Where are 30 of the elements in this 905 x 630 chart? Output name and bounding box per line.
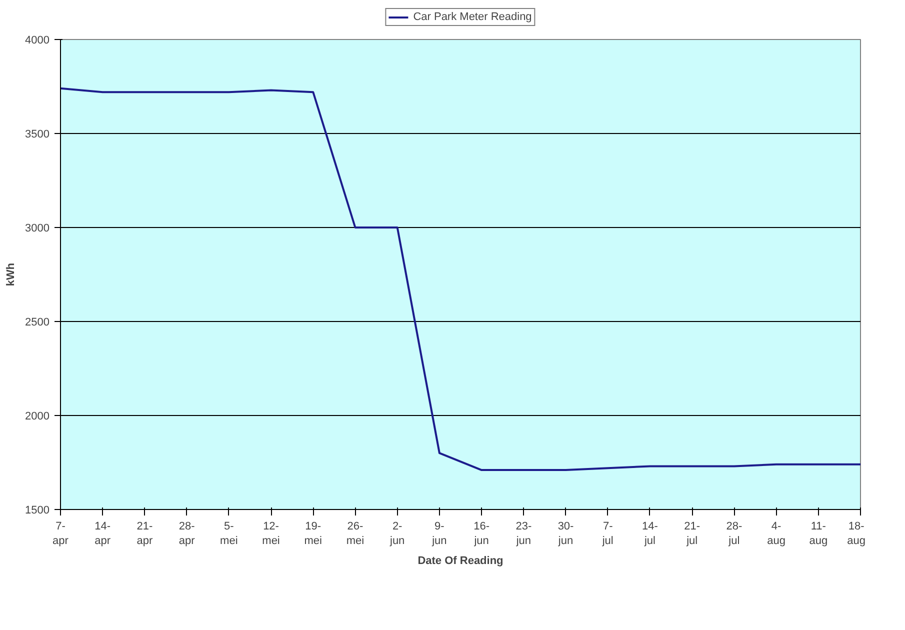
y-tick-label: 3000: [25, 222, 50, 234]
y-tick-label: 2000: [25, 410, 50, 422]
x-tick-label: 30- jun: [557, 520, 574, 547]
x-tick-label: 14- apr: [94, 520, 111, 547]
legend-label: Car Park Meter Reading: [413, 11, 532, 23]
x-tick-label: 14- jul: [642, 520, 658, 547]
x-tick-label: 26- mei: [346, 520, 364, 547]
x-tick-label: 4- aug: [767, 520, 786, 547]
x-tick-label: 11- aug: [809, 520, 828, 547]
x-tick-label: 28- jul: [726, 520, 742, 547]
x-tick-label: 23- jun: [515, 520, 532, 547]
y-tick-label: 2500: [25, 316, 50, 328]
x-tick-label: 16- jun: [473, 520, 490, 547]
x-tick-label: 2- jun: [389, 520, 405, 547]
x-tick-label: 28- apr: [178, 520, 196, 547]
x-tick-label: 12- mei: [262, 520, 280, 547]
x-tick-label: 5- mei: [220, 520, 238, 547]
x-tick-label: 18- aug: [847, 520, 866, 547]
line-series: [60, 87, 860, 472]
y-tick-label: 3500: [25, 128, 50, 140]
y-axis-title: kWh: [5, 262, 18, 286]
y-tick-label: 4000: [25, 34, 50, 46]
y-tick-label: 1500: [25, 504, 50, 516]
x-tick-label: 19- mei: [304, 520, 322, 547]
x-tick-label: 7- apr: [52, 520, 69, 547]
x-tick-label: 7- jul: [601, 520, 614, 547]
x-tick-label: 21- apr: [136, 520, 153, 547]
x-axis-title: Date Of Reading: [418, 554, 504, 567]
x-tick-label: 21- jul: [684, 520, 700, 547]
x-tick-label: 9- jun: [431, 520, 447, 547]
